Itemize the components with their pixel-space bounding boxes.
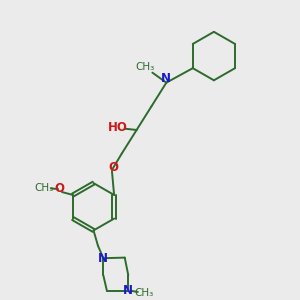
- Text: O: O: [108, 161, 118, 174]
- Text: N: N: [123, 284, 133, 297]
- Text: N: N: [98, 252, 108, 265]
- Text: O: O: [55, 182, 64, 195]
- Text: CH₃: CH₃: [135, 62, 154, 72]
- Text: CH₃: CH₃: [34, 184, 54, 194]
- Text: N: N: [161, 72, 171, 85]
- Text: HO: HO: [108, 121, 128, 134]
- Text: CH₃: CH₃: [134, 287, 153, 298]
